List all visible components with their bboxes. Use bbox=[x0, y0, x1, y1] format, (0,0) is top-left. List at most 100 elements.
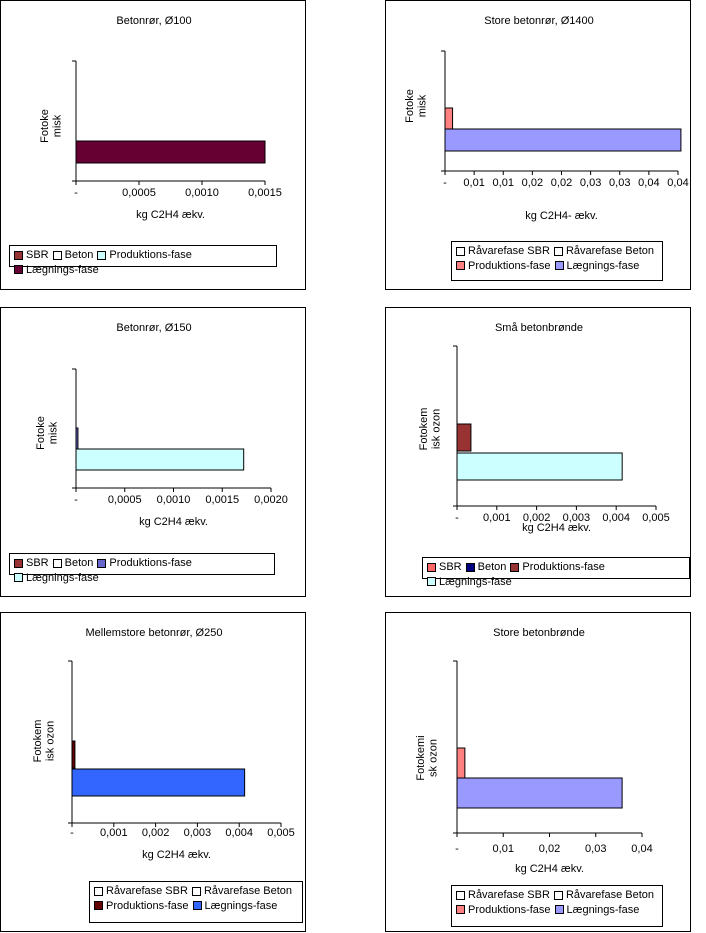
category-label: Fotokemisk bbox=[35, 416, 60, 450]
legend-label: Produktions-fase bbox=[522, 561, 605, 573]
legend-item: Råvarefase SBR bbox=[456, 244, 550, 258]
legend-swatch bbox=[456, 261, 465, 270]
legend-label: SBR bbox=[26, 557, 49, 569]
x-axis-label: kg C2H4 ækv. bbox=[139, 516, 208, 528]
x-tick-label: - bbox=[74, 187, 78, 199]
legend-item: Lægnings-fase bbox=[554, 903, 639, 917]
x-tick-label: 0,0015 bbox=[248, 187, 282, 199]
legend-label: Produktions-fase bbox=[468, 903, 551, 916]
chart-title: Mellemstore betonrør, Ø250 bbox=[86, 627, 223, 639]
legend-swatch bbox=[456, 246, 465, 256]
category-label-line: Fotoke bbox=[404, 89, 416, 123]
chart-svg: Betonrør, Ø150 - 0,0005 0,0010 0,0015 0,0020 k… bbox=[35, 322, 288, 528]
chart-panel: Mellemstore betonrør, Ø250 - 0,001 0,002 0,0… bbox=[0, 612, 306, 932]
x-tick-label: 0,002 bbox=[142, 827, 170, 839]
legend-swatch bbox=[52, 250, 62, 260]
chart-legend: SBR Beton Produktions-fase Lægnings-fase bbox=[9, 553, 275, 584]
category-label-line: Fotoke bbox=[39, 109, 51, 143]
bar-produktions-fase bbox=[444, 107, 454, 131]
category-label: Fotokemisk ozon bbox=[418, 408, 443, 451]
x-tick-label: 0,01 bbox=[463, 177, 484, 189]
x-tick-label: 0,004 bbox=[602, 512, 630, 524]
legend-item: Produktions-fase bbox=[456, 903, 551, 917]
x-tick-label: 0,0020 bbox=[254, 494, 288, 506]
chart-svg: Store betonrør, Ø1400 - 0,01 0,01 0,02 0,02 0,… bbox=[404, 15, 689, 222]
category-label: Fotokemisk ozon bbox=[32, 720, 57, 763]
x-tick-label: 0,04 bbox=[631, 843, 652, 855]
legend-item: Lægnings-fase bbox=[14, 263, 99, 277]
x-tick-label: - bbox=[74, 494, 78, 506]
legend-label: Lægnings-fase bbox=[439, 575, 512, 588]
x-tick-label: 0,01 bbox=[493, 177, 514, 189]
legend-swatch bbox=[97, 250, 107, 260]
legend-item: Lægnings-fase bbox=[554, 259, 639, 273]
legend-swatch bbox=[14, 558, 23, 568]
legend-item: Produktions-fase bbox=[97, 556, 192, 570]
x-tick-label: - bbox=[70, 827, 74, 839]
chart-panel: Betonrør, Ø150 - 0,0005 0,0010 0,0015 0,0020 k… bbox=[0, 307, 306, 597]
chart-svg: Mellemstore betonrør, Ø250 - 0,001 0,002 0,0… bbox=[32, 627, 295, 861]
x-tick-label: 0,005 bbox=[642, 512, 670, 524]
legend-item: Produktions-fase bbox=[97, 248, 192, 262]
x-tick-label: 0,02 bbox=[539, 843, 560, 855]
legend-swatch bbox=[94, 901, 103, 910]
category-label: Fotokemisk bbox=[39, 109, 64, 143]
legend-swatch bbox=[553, 890, 563, 900]
category-label: Fotokemisk ozon bbox=[415, 735, 440, 780]
legend-label: Råvarefase SBR bbox=[468, 889, 550, 901]
legend-label: Råvarefase Beton bbox=[565, 889, 654, 901]
category-label-line: Fotokem bbox=[418, 408, 430, 451]
chart-title: Store betonbrønde bbox=[493, 627, 585, 639]
legend-label: Råvarefase Beton bbox=[203, 885, 292, 897]
legend-label: Råvarefase SBR bbox=[468, 245, 550, 257]
legend-label: Produktions-fase bbox=[468, 259, 551, 272]
legend-swatch bbox=[554, 261, 564, 270]
category-label: Fotokemisk bbox=[404, 89, 429, 123]
chart-title: Betonrør, Ø100 bbox=[116, 15, 191, 27]
chart-title: Små betonbrønde bbox=[495, 322, 583, 334]
legend-row: Produktions-fase Lægnings-fase bbox=[94, 899, 298, 914]
legend-item: Beton bbox=[52, 556, 93, 570]
legend-swatch bbox=[14, 573, 23, 582]
legend-item: Beton bbox=[52, 248, 94, 262]
bar-produktions-fase bbox=[456, 747, 466, 779]
legend-swatch bbox=[97, 558, 107, 568]
legend-label: Produktions-fase bbox=[106, 899, 189, 912]
chart-legend: Råvarefase SBR Råvarefase Beton Produktion… bbox=[451, 241, 663, 281]
x-tick-label: 0,003 bbox=[184, 827, 212, 839]
x-tick-label: 0,01 bbox=[493, 843, 514, 855]
legend-swatch bbox=[427, 562, 436, 572]
x-tick-label: 0,001 bbox=[100, 827, 128, 839]
legend-swatch bbox=[94, 886, 103, 896]
legend-item: Lægnings-fase bbox=[427, 575, 512, 589]
legend-swatch bbox=[456, 890, 465, 900]
legend-label: SBR bbox=[26, 249, 49, 261]
legend-item: Produktions-fase bbox=[456, 259, 551, 273]
category-label-line: sk ozon bbox=[427, 739, 439, 777]
legend-item: SBR bbox=[14, 556, 49, 570]
legend-swatch bbox=[14, 265, 23, 274]
legend-item: Råvarefase Beton bbox=[553, 244, 654, 258]
bar-lægnings-fase bbox=[456, 452, 623, 481]
x-axis-label: kg C2H4 ækv. bbox=[515, 863, 584, 875]
legend-item: Produktions-fase bbox=[94, 899, 189, 913]
category-label-line: isk ozon bbox=[44, 721, 56, 761]
chart-legend: Råvarefase SBR Råvarefase Beton Produktion… bbox=[451, 885, 663, 927]
x-tick-label: 0,002 bbox=[523, 512, 551, 524]
chart-svg: Store betonbrønde - 0,01 0,02 0,03 0,04 kg C2H… bbox=[415, 627, 653, 875]
legend-item: Råvarefase SBR bbox=[94, 884, 188, 898]
bar-lægnings-fase bbox=[75, 140, 266, 164]
legend-swatch bbox=[554, 905, 564, 914]
legend-label: Beton bbox=[477, 561, 507, 573]
x-tick-label: 0,03 bbox=[585, 843, 606, 855]
legend-item: Produktions-fase bbox=[510, 560, 605, 574]
x-tick-label: 0,005 bbox=[267, 827, 295, 839]
category-label-line: misk bbox=[416, 94, 428, 117]
legend-label: Beton bbox=[64, 249, 94, 261]
x-tick-label: - bbox=[455, 512, 459, 524]
legend-row: SBR Beton Produktions-fase Lægnings-fase bbox=[14, 248, 272, 277]
category-label-line: misk bbox=[47, 421, 59, 444]
bar-lægnings-fase bbox=[71, 768, 246, 797]
legend-row: Råvarefase SBR Råvarefase Beton bbox=[456, 888, 658, 903]
x-axis-label: kg C2H4 ækv. bbox=[142, 849, 211, 861]
